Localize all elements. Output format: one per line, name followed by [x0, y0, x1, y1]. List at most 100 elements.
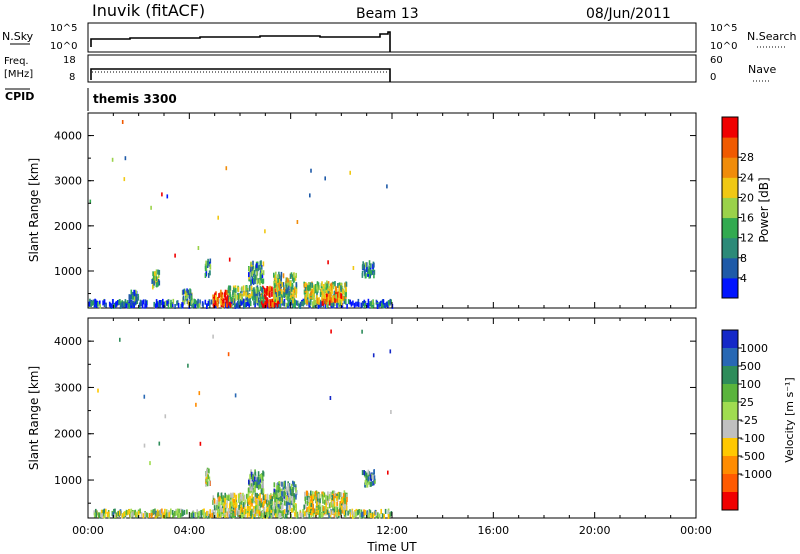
data-cell [287, 488, 290, 494]
data-cell [256, 279, 258, 285]
colorbar-tick-label: 4 [740, 272, 747, 285]
data-cell [142, 299, 145, 305]
data-cell [165, 512, 168, 518]
data-cell [94, 302, 96, 308]
data-cell [332, 503, 334, 509]
data-cell [206, 481, 209, 487]
data-cell [287, 282, 290, 288]
data-cell [333, 501, 336, 507]
data-cell [280, 295, 283, 301]
data-cell [308, 513, 310, 519]
data-cell [254, 299, 257, 305]
data-cell [200, 512, 203, 518]
data-cell [234, 502, 237, 508]
data-cell [328, 294, 331, 300]
data-cell [266, 290, 268, 296]
data-cell [289, 504, 292, 510]
data-cell [258, 291, 261, 297]
data-cell [277, 485, 279, 490]
data-cell [260, 489, 263, 495]
data-cell [314, 288, 317, 294]
data-cell [207, 272, 210, 278]
data-cell [367, 469, 370, 475]
data-cell [166, 194, 169, 199]
data-cell [144, 303, 146, 309]
data-cell [326, 509, 329, 515]
data-cell [111, 510, 114, 516]
data-cell [203, 508, 205, 514]
data-cell [309, 282, 312, 288]
data-cell [310, 490, 312, 496]
colorbar-tick-label: 12 [740, 232, 754, 245]
data-cell [290, 500, 293, 506]
data-cell [219, 510, 221, 516]
data-cell [342, 504, 344, 510]
data-cell [141, 303, 144, 309]
y-tick-label: 4000 [54, 335, 82, 348]
data-cell [155, 282, 158, 288]
data-cell [241, 495, 243, 501]
data-cell [311, 507, 314, 513]
data-cell [277, 500, 279, 506]
data-cell [129, 513, 132, 519]
data-cell [250, 483, 253, 489]
data-cell [187, 363, 189, 368]
data-cell [262, 261, 265, 267]
data-cell [312, 504, 314, 510]
data-cell [226, 498, 228, 504]
data-cell [199, 299, 201, 305]
data-cell [294, 302, 296, 308]
data-cell [357, 298, 360, 304]
data-cell [237, 293, 240, 299]
data-cell [210, 299, 213, 305]
data-cell [215, 291, 217, 297]
data-cell [268, 494, 271, 500]
data-cell [347, 510, 349, 516]
data-cell [310, 168, 312, 173]
data-cell [220, 300, 222, 306]
data-cell [218, 293, 220, 299]
data-cell [313, 293, 315, 299]
data-cell [217, 296, 220, 302]
data-cell [304, 511, 306, 517]
data-cell [339, 507, 341, 512]
data-cell [390, 511, 393, 516]
data-cell [157, 273, 160, 279]
data-cell [381, 513, 384, 519]
y-tick-label: 3000 [54, 381, 82, 394]
nsearch-label: N.Search [747, 30, 797, 43]
data-cell [389, 349, 392, 354]
data-cell [112, 512, 114, 517]
data-cell [180, 303, 182, 309]
data-cell [306, 283, 308, 289]
data-cell [176, 300, 178, 306]
data-cell [257, 480, 260, 485]
data-cell [270, 512, 273, 518]
data-cell [302, 301, 305, 307]
data-cell [246, 297, 249, 302]
x-tick-label: 00:00 [680, 524, 712, 537]
data-cell [274, 274, 276, 280]
colorbar-cell [722, 330, 738, 349]
data-cell [155, 269, 158, 275]
data-cell [164, 508, 166, 514]
data-cell [90, 301, 92, 307]
data-cell [249, 500, 251, 506]
data-cell [209, 509, 211, 515]
data-cell [367, 476, 370, 482]
data-cell [262, 480, 264, 486]
data-cell [330, 302, 332, 308]
data-cell [187, 290, 190, 295]
data-cell [192, 512, 195, 518]
data-cell [316, 297, 319, 303]
data-cell [317, 303, 320, 309]
data-cell [288, 293, 290, 299]
data-cell [188, 294, 191, 300]
data-cell [296, 220, 299, 224]
data-cell [228, 299, 231, 305]
data-cell [303, 289, 306, 295]
data-cell [293, 494, 296, 500]
data-cell [340, 501, 343, 507]
data-cell [227, 495, 229, 501]
data-cell [130, 303, 132, 309]
